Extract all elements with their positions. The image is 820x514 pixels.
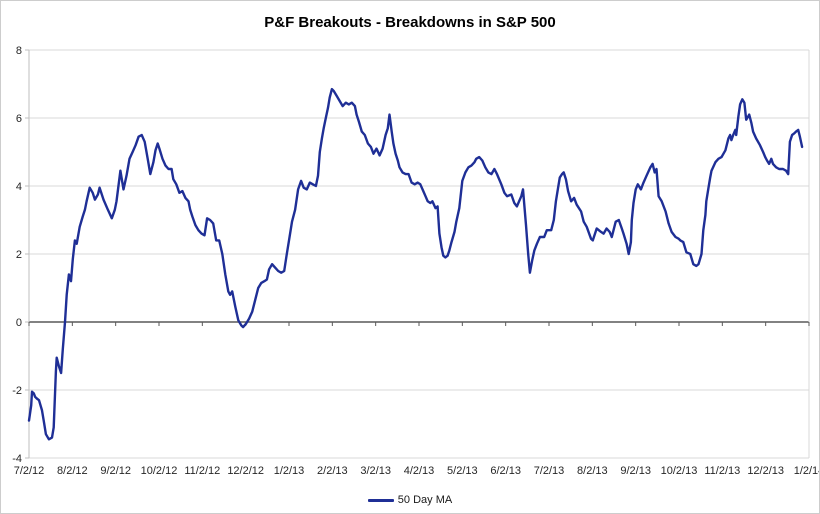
x-tick-label: 12/2/13	[747, 465, 784, 477]
y-tick-label: 6	[16, 113, 22, 125]
series-line-50-day-ma	[27, 87, 804, 441]
y-tick-label: -4	[12, 453, 22, 465]
x-tick-label: 9/2/12	[100, 465, 131, 477]
legend-series-label: 50 Day MA	[397, 494, 453, 506]
x-tick-label: 8/2/13	[577, 465, 608, 477]
x-tick-label: 1/2/13	[274, 465, 305, 477]
x-tick-label: 3/2/13	[360, 465, 391, 477]
x-tick-label: 7/2/12	[14, 465, 45, 477]
x-tick-label: 7/2/13	[534, 465, 565, 477]
x-tick-label: 8/2/12	[57, 465, 88, 477]
x-tick-label: 10/2/12	[141, 465, 178, 477]
x-tick-label: 11/2/12	[184, 465, 220, 477]
x-tick-label: 1/2/14	[794, 465, 820, 477]
legend-line-swatch	[367, 498, 394, 502]
y-tick-label: 8	[16, 45, 22, 57]
x-tick-label: 10/2/13	[661, 465, 698, 477]
x-tick-label: 2/2/13	[317, 465, 348, 477]
x-tick-label: 4/2/13	[404, 465, 435, 477]
x-tick-label: 12/2/12	[227, 465, 264, 477]
chart-legend: 50 Day MA	[1, 494, 819, 506]
y-tick-label: 2	[16, 249, 22, 261]
x-tick-label: 9/2/13	[620, 465, 651, 477]
x-tick-label: 5/2/13	[447, 465, 478, 477]
x-tick-label: 6/2/13	[490, 465, 521, 477]
y-tick-label: 0	[16, 317, 22, 329]
y-tick-label: 4	[16, 181, 22, 193]
x-tick-label: 11/2/13	[704, 465, 740, 477]
y-tick-label: -2	[12, 385, 22, 397]
chart-title: P&F Breakouts - Breakdowns in S&P 500	[264, 14, 556, 31]
